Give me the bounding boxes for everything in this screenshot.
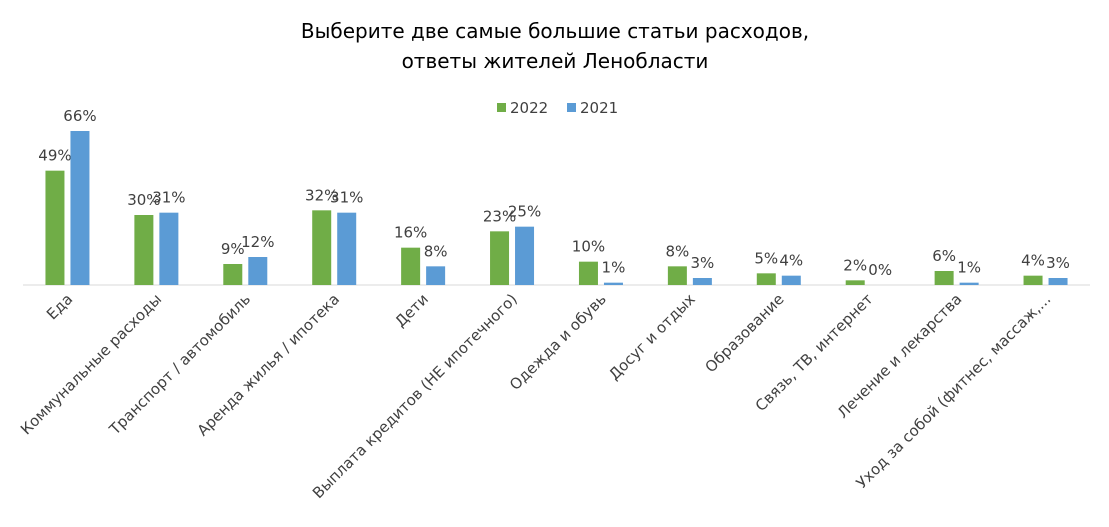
x-tick-label: Образование: [702, 290, 788, 376]
x-tick-label: Еда: [43, 290, 76, 323]
bar: [45, 170, 65, 285]
value-label: 2%: [843, 256, 867, 274]
bar: [515, 226, 535, 285]
bar: [934, 271, 954, 285]
bar: [578, 261, 598, 285]
value-label: 16%: [394, 224, 427, 242]
value-label: 12%: [241, 233, 274, 251]
legend-label: 2022: [510, 99, 548, 117]
value-label: 9%: [221, 240, 245, 258]
bar: [959, 282, 979, 285]
chart-title: Выберите две самые большие статьи расход…: [301, 19, 809, 43]
value-label: 23%: [483, 207, 516, 225]
value-label: 4%: [1021, 252, 1045, 270]
value-label: 8%: [665, 242, 689, 260]
x-tick-label: Досуг и отдых: [605, 290, 699, 384]
value-label: 3%: [1046, 254, 1070, 272]
bar: [159, 212, 179, 285]
bar: [490, 231, 510, 285]
value-label: 32%: [305, 186, 338, 204]
bar: [1048, 278, 1068, 285]
bar: [223, 264, 243, 285]
bar: [337, 212, 357, 285]
value-label: 49%: [38, 147, 71, 165]
bar: [845, 280, 865, 285]
x-tick-label: Одежда и обувь: [506, 290, 610, 394]
bar: [692, 278, 712, 285]
x-tick-label: Дети: [391, 290, 432, 331]
value-label: 4%: [779, 252, 803, 270]
x-tick-label: Выплата кредитов (НЕ ипотечного): [309, 290, 521, 502]
value-label: 1%: [957, 259, 981, 277]
bar: [312, 210, 332, 285]
bar: [248, 257, 268, 285]
value-label: 6%: [932, 247, 956, 265]
bar: [667, 266, 687, 285]
value-label: 30%: [127, 191, 160, 209]
value-label: 8%: [424, 242, 448, 260]
value-label: 31%: [152, 189, 185, 207]
bar: [756, 273, 776, 285]
legend-label: 2021: [580, 99, 618, 117]
value-label: 5%: [754, 249, 778, 267]
x-tick-label: Коммунальные расходы: [17, 290, 165, 438]
bar: [70, 131, 90, 285]
bar: [134, 215, 154, 285]
bar: [401, 247, 421, 285]
value-label: 66%: [63, 107, 96, 125]
x-tick-label: Транспорт / автомобиль: [105, 290, 254, 439]
chart-title: ответы жителей Ленобласти: [402, 49, 709, 73]
x-tick-label: Уход за собой (фитнес, массаж,...: [853, 290, 1055, 492]
value-label: 1%: [602, 259, 626, 277]
legend-swatch: [567, 103, 576, 112]
value-label: 31%: [330, 189, 363, 207]
value-label: 25%: [508, 203, 541, 221]
bar: [426, 266, 446, 285]
bar: [1023, 275, 1043, 285]
bar: [603, 282, 623, 285]
value-label: 0%: [868, 261, 892, 279]
value-label: 3%: [690, 254, 714, 272]
x-tick-label: Аренда жилья / ипотека: [194, 290, 343, 439]
bar: [781, 275, 801, 285]
value-label: 10%: [572, 238, 605, 256]
legend-swatch: [497, 103, 506, 112]
